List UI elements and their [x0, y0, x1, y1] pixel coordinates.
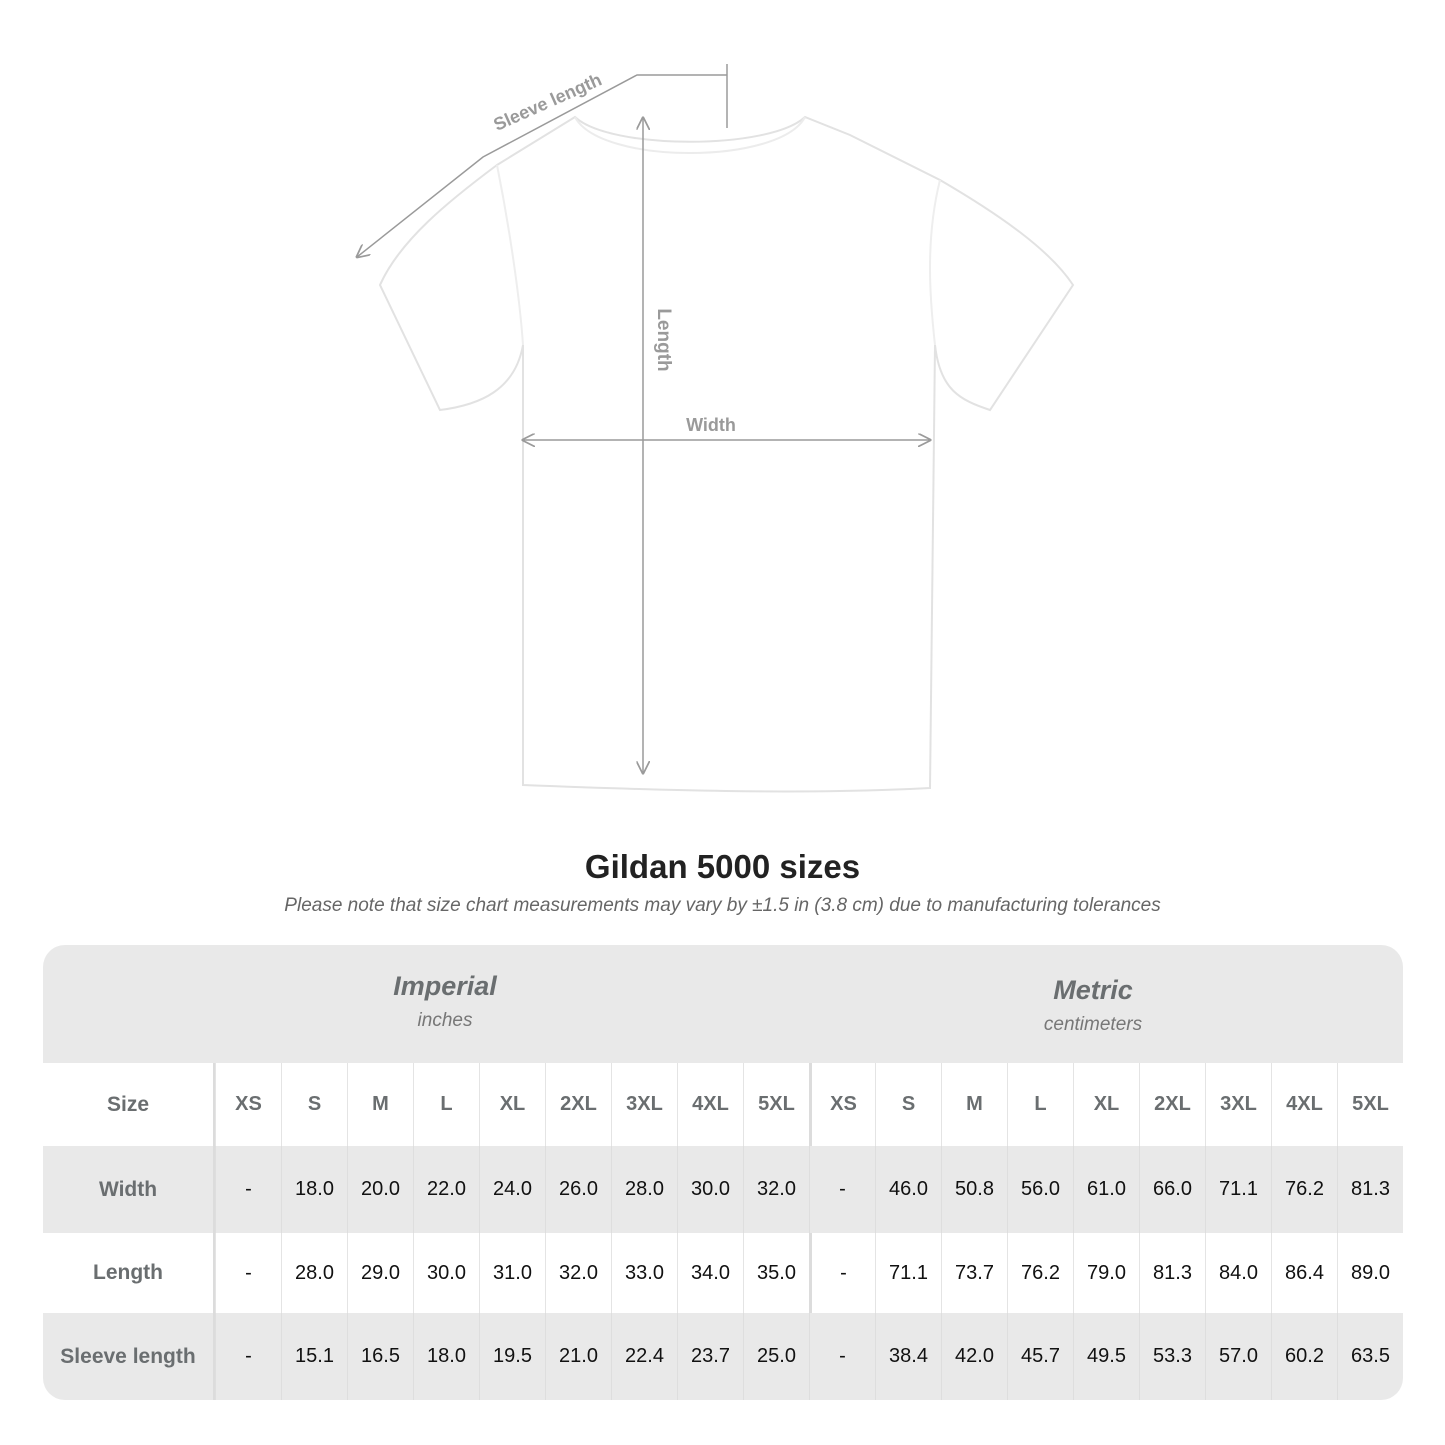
imperial-value-cell: 30.0: [677, 1146, 743, 1233]
imperial-value-cell: 19.5: [479, 1313, 545, 1400]
imperial-value-cell: 32.0: [743, 1146, 809, 1233]
imperial-value-cell: -: [215, 1146, 281, 1233]
metric-value-cell: 73.7: [941, 1233, 1007, 1313]
imperial-size-4xl: 4XL: [677, 1063, 743, 1146]
imperial-value-cell: 25.0: [743, 1313, 809, 1400]
imperial-size-3xl: 3XL: [611, 1063, 677, 1146]
imperial-size-5xl: 5XL: [743, 1063, 809, 1146]
metric-value-cell: -: [809, 1313, 875, 1400]
metric-value-cell: 66.0: [1139, 1146, 1205, 1233]
metric-value-cell: -: [809, 1233, 875, 1313]
imperial-unit: inches: [417, 1010, 473, 1031]
metric-value-cell: 38.4: [875, 1313, 941, 1400]
metric-value-cell: 63.5: [1337, 1313, 1403, 1400]
imperial-value-cell: 21.0: [545, 1313, 611, 1400]
metric-unit: centimeters: [1043, 1014, 1143, 1035]
imperial-value-cell: 20.0: [347, 1146, 413, 1233]
imperial-value-cell: 16.5: [347, 1313, 413, 1400]
metric-size-3xl: 3XL: [1205, 1063, 1271, 1146]
imperial-value-cell: 35.0: [743, 1233, 809, 1313]
metric-size-4xl: 4XL: [1271, 1063, 1337, 1146]
metric-value-cell: 50.8: [941, 1146, 1007, 1233]
table-row-length: Length -28.0 29.0 30.0 31.0 32.0 33.0 34.0 35.0-…: [43, 1233, 1403, 1313]
metric-value-cell: 71.1: [1205, 1146, 1271, 1233]
imperial-size-s: S: [281, 1063, 347, 1146]
metric-value-cell: 56.0: [1007, 1146, 1073, 1233]
sleeve-length-measure: [357, 64, 728, 257]
metric-size-s: S: [875, 1063, 941, 1146]
row-label: Length: [43, 1233, 215, 1313]
metric-value-cell: 79.0: [1073, 1233, 1139, 1313]
metric-value-cell: 57.0: [1205, 1313, 1271, 1400]
imperial-value-cell: 22.4: [611, 1313, 677, 1400]
tshirt-collar: [574, 116, 806, 154]
table-row-sleeve-length: Sleeve length -15.1 16.5 18.0 19.5 21.0 22.4 23…: [43, 1313, 1403, 1400]
metric-value-cell: 46.0: [875, 1146, 941, 1233]
imperial-value-cell: 18.0: [413, 1313, 479, 1400]
imperial-value-cell: 23.7: [677, 1313, 743, 1400]
imperial-size-2xl: 2XL: [545, 1063, 611, 1146]
metric-value-cell: 76.2: [1007, 1233, 1073, 1313]
metric-title: Metric: [1053, 975, 1133, 1005]
width-label: Width: [686, 415, 736, 435]
metric-header: Metric centimeters: [843, 975, 1343, 1036]
metric-size-l: L: [1007, 1063, 1073, 1146]
metric-value-cell: 45.7: [1007, 1313, 1073, 1400]
tolerance-note: Please note that size chart measurements…: [284, 895, 1161, 916]
sleeve-seam-right: [929, 179, 941, 346]
row-label: Sleeve length: [43, 1313, 215, 1400]
imperial-value-cell: 32.0: [545, 1233, 611, 1313]
metric-value-cell: 76.2: [1271, 1146, 1337, 1233]
imperial-value-cell: 31.0: [479, 1233, 545, 1313]
imperial-header: Imperial inches: [195, 971, 695, 1032]
metric-value-cell: 81.3: [1139, 1233, 1205, 1313]
metric-value-cell: 86.4: [1271, 1233, 1337, 1313]
imperial-value-cell: 28.0: [611, 1146, 677, 1233]
metric-value-cell: 49.5: [1073, 1313, 1139, 1400]
metric-value-cell: 71.1: [875, 1233, 941, 1313]
imperial-value-cell: 34.0: [677, 1233, 743, 1313]
metric-value-cell: 42.0: [941, 1313, 1007, 1400]
metric-size-5xl: 5XL: [1337, 1063, 1403, 1146]
imperial-value-cell: 18.0: [281, 1146, 347, 1233]
page-title: Gildan 5000 sizes: [584, 848, 861, 885]
imperial-value-cell: 26.0: [545, 1146, 611, 1233]
imperial-size-l: L: [413, 1063, 479, 1146]
sleeve-seam-left: [496, 164, 524, 346]
length-label: Length: [653, 308, 674, 371]
unit-header-band: [43, 945, 1403, 1063]
imperial-value-cell: 33.0: [611, 1233, 677, 1313]
imperial-value-cell: -: [215, 1233, 281, 1313]
size-chart-table: Imperial inches Metric centimeters Size X…: [43, 945, 1403, 1400]
imperial-value-cell: 29.0: [347, 1233, 413, 1313]
imperial-size-xl: XL: [479, 1063, 545, 1146]
imperial-value-cell: 30.0: [413, 1233, 479, 1313]
table-row-width: Width -18.0 20.0 22.0 24.0 26.0 28.0 30.0 32.0-4…: [43, 1146, 1403, 1233]
imperial-value-cell: 24.0: [479, 1146, 545, 1233]
metric-value-cell: 89.0: [1337, 1233, 1403, 1313]
metric-value-cell: 84.0: [1205, 1233, 1271, 1313]
metric-value-cell: -: [809, 1146, 875, 1233]
row-label: Width: [43, 1146, 215, 1233]
imperial-title: Imperial: [393, 971, 497, 1001]
tshirt-diagram: Sleeve length Length Width: [0, 64, 1075, 793]
metric-size-xl: XL: [1073, 1063, 1139, 1146]
metric-value-cell: 81.3: [1337, 1146, 1403, 1233]
size-header-label: Size: [43, 1063, 215, 1146]
imperial-value-cell: 15.1: [281, 1313, 347, 1400]
metric-value-cell: 60.2: [1271, 1313, 1337, 1400]
imperial-size-m: M: [347, 1063, 413, 1146]
imperial-value-cell: -: [215, 1313, 281, 1400]
imperial-value-cell: 22.0: [413, 1146, 479, 1233]
size-header-row: Size XS S M L XL 2XL 3XL 4XL 5XL XS S M L XL 2XL 3XL 4XL 5…: [43, 1063, 1403, 1146]
metric-size-m: M: [941, 1063, 1007, 1146]
metric-size-2xl: 2XL: [1139, 1063, 1205, 1146]
metric-value-cell: 53.3: [1139, 1313, 1205, 1400]
imperial-size-xs: XS: [215, 1063, 281, 1146]
metric-size-xs: XS: [809, 1063, 875, 1146]
metric-value-cell: 61.0: [1073, 1146, 1139, 1233]
tshirt-shape: [378, 115, 1075, 793]
imperial-value-cell: 28.0: [281, 1233, 347, 1313]
